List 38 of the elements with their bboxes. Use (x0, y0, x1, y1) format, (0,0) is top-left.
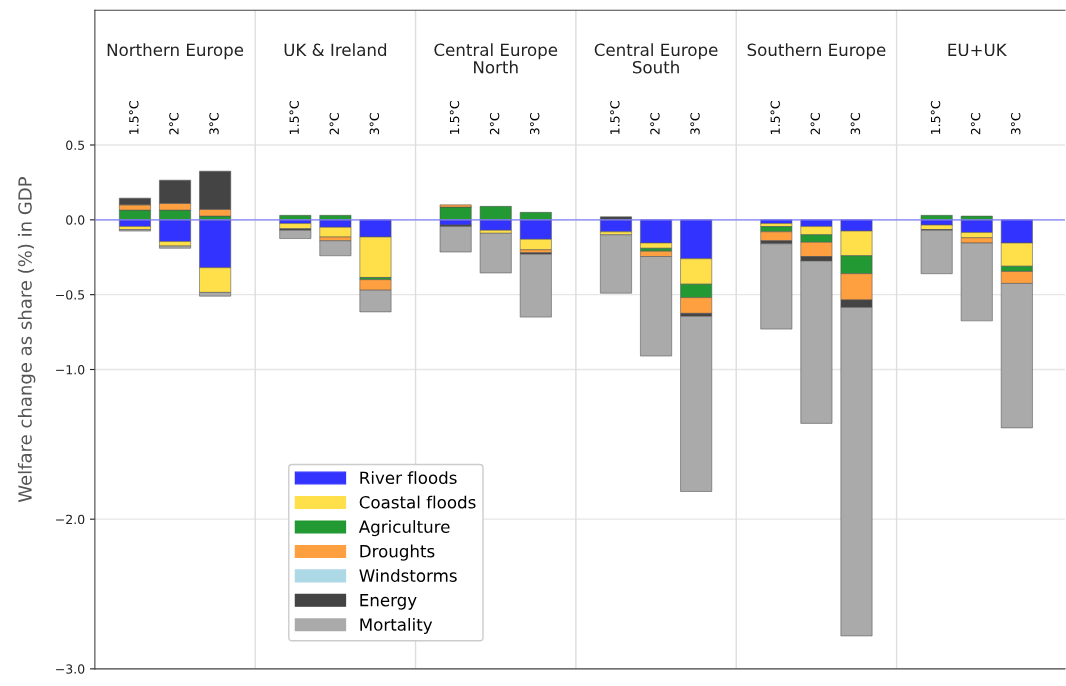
x-tick-label: 3°C (369, 113, 380, 135)
x-tick-label: 2°C (329, 113, 340, 135)
x-tick-label: 3°C (690, 113, 700, 135)
x-tick-label: 1.5°C (289, 101, 299, 134)
annotation: Central Europe North (434, 43, 558, 74)
y-tick-label: −1.0 (56, 364, 85, 375)
y-tick-label: −0.5 (56, 290, 85, 300)
annotation: EU+UK (948, 43, 1008, 57)
x-tick-label: 2°C (169, 113, 179, 135)
legend-label: Coastal floods (359, 495, 476, 509)
x-tick-label: 1.5°C (770, 101, 780, 134)
annotation: Northern Europe (107, 43, 244, 60)
legend-label: Droughts (360, 544, 435, 561)
x-tick-label: 3°C (529, 113, 540, 135)
x-tick-label: 1.5°C (930, 101, 941, 134)
x-tick-label: 1.5°C (449, 101, 460, 134)
x-tick-label: 3°C (850, 113, 861, 135)
x-tick-label: 2°C (970, 113, 981, 135)
y-tick-label: −3.0 (56, 664, 85, 674)
legend-label: River floods (360, 471, 457, 485)
x-tick-label: 1.5°C (610, 101, 620, 134)
x-tick-label: 3°C (209, 113, 219, 135)
x-tick-label: 1.5°C (129, 101, 139, 134)
legend-label: Windstorms (359, 569, 457, 582)
legend-label: Energy (360, 594, 417, 610)
x-tick-label: 3°C (1011, 113, 1021, 135)
y-tick-label: 0.0 (66, 215, 85, 225)
annotation: UK & Ireland (284, 43, 387, 57)
x-tick-label: 2°C (810, 113, 821, 135)
annotation: Southern Europe (747, 43, 886, 60)
y-axis-title: Welfare change as share (%) in GDP (17, 177, 36, 503)
x-tick-label: 2°C (650, 113, 660, 135)
y-tick-label: 0.5 (66, 140, 85, 150)
x-tick-label: 2°C (489, 113, 500, 135)
legend-label: Mortality (360, 617, 433, 635)
annotation: Central Europe South (594, 43, 718, 74)
y-tick-label: −2.0 (56, 514, 85, 525)
legend-label: Agriculture (358, 520, 450, 537)
